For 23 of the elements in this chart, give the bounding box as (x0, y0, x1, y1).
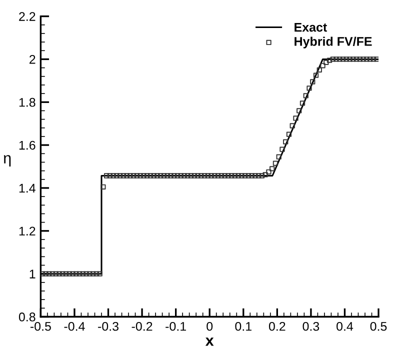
legend-label: Exact (294, 23, 327, 32)
y-tick-label: 1 (30, 270, 36, 278)
x-tick-label: 0.4 (336, 322, 354, 331)
y-tick-label: 1.2 (19, 226, 36, 236)
y-axis-title: η (4, 155, 11, 167)
y-tick-label: 2 (30, 55, 36, 64)
y-tick-label: 0.8 (18, 312, 36, 322)
x-tick-label: -0.1 (166, 322, 186, 331)
x-tick-label: -0.2 (132, 322, 152, 331)
x-tick-label: 0.1 (235, 322, 252, 331)
x-axis-title: x (205, 338, 214, 346)
x-tick-label: 0.2 (268, 322, 286, 331)
x-tick-label: 0.3 (302, 322, 320, 331)
y-tick-label: 1.6 (19, 140, 36, 150)
legend-label: Hybrid FV/FE (294, 36, 372, 48)
y-tick-label: 1.8 (19, 98, 36, 107)
x-tick-label: -0.5 (30, 322, 51, 331)
y-tick-label: 2.2 (19, 12, 36, 21)
x-tick-label: 0.5 (370, 322, 387, 331)
y-tick-label: 1.4 (19, 184, 36, 193)
x-tick-label: -0.4 (64, 322, 85, 331)
x-tick-label: 0 (206, 322, 213, 331)
x-tick-label: -0.3 (98, 322, 118, 331)
